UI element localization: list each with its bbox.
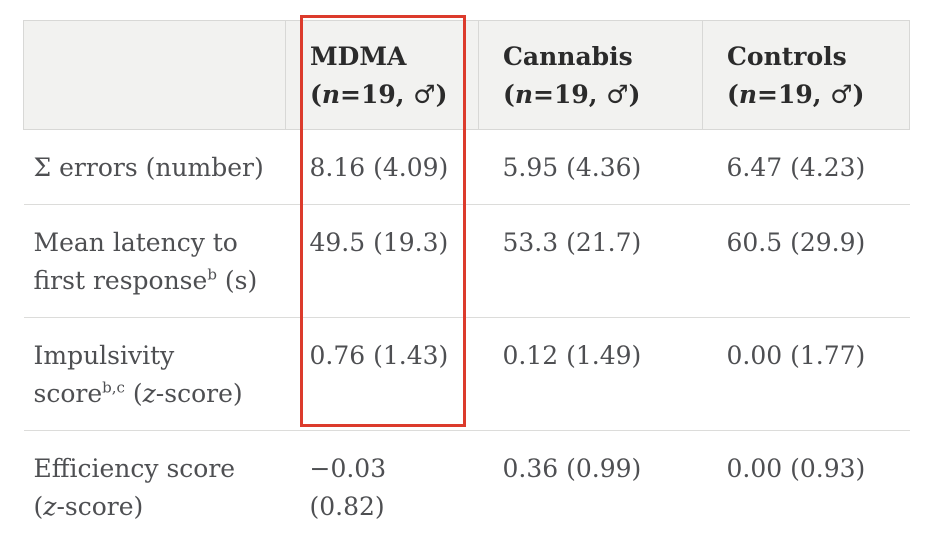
- cell-value: 53.3 (21.7): [479, 205, 703, 318]
- table-row-impulsivity: Impulsivity scoreb,c (z-score) 0.76 (1.4…: [24, 318, 910, 431]
- cell-value: 5.95 (4.36): [479, 130, 703, 205]
- cell-value: 0.36 (0.99): [479, 431, 703, 543]
- column-header-controls: Controls(n=19, ♂): [703, 21, 910, 130]
- cell-value: 60.5 (29.9): [703, 205, 910, 318]
- column-header-empty: [24, 21, 286, 130]
- cell-value: 49.5 (19.3): [286, 205, 479, 318]
- cell-value: 0.12 (1.49): [479, 318, 703, 431]
- cell-value: 0.00 (1.77): [703, 318, 910, 431]
- cell-value: 0.00 (0.93): [703, 431, 910, 543]
- column-header-cannabis: Cannabis(n=19, ♂): [479, 21, 703, 130]
- results-table: MDMA(n=19, ♂) Cannabis(n=19, ♂) Controls…: [23, 20, 910, 543]
- table-row-errors: Σ errors (number) 8.16 (4.09) 5.95 (4.36…: [24, 130, 910, 205]
- row-label: Impulsivity scoreb,c (z-score): [24, 318, 286, 431]
- column-subtitle: (n=19, ♂): [727, 76, 901, 114]
- row-label: Efficiency score (z-score): [24, 431, 286, 543]
- row-label: Mean latency to first responseb (s): [24, 205, 286, 318]
- column-subtitle: (n=19, ♂): [310, 76, 470, 114]
- column-header-mdma: MDMA(n=19, ♂): [286, 21, 479, 130]
- cell-value: 6.47 (4.23): [703, 130, 910, 205]
- cell-value: 0.76 (1.43): [286, 318, 479, 431]
- column-subtitle: (n=19, ♂): [503, 76, 694, 114]
- table-row-efficiency: Efficiency score (z-score) −0.03 (0.82) …: [24, 431, 910, 543]
- table-row-latency: Mean latency to first responseb (s) 49.5…: [24, 205, 910, 318]
- cell-value: 8.16 (4.09): [286, 130, 479, 205]
- row-label: Σ errors (number): [24, 130, 286, 205]
- column-title: Controls: [727, 38, 901, 76]
- cell-value: −0.03 (0.82): [286, 431, 479, 543]
- header-row: MDMA(n=19, ♂) Cannabis(n=19, ♂) Controls…: [24, 21, 910, 130]
- column-title: MDMA: [310, 38, 470, 76]
- column-title: Cannabis: [503, 38, 694, 76]
